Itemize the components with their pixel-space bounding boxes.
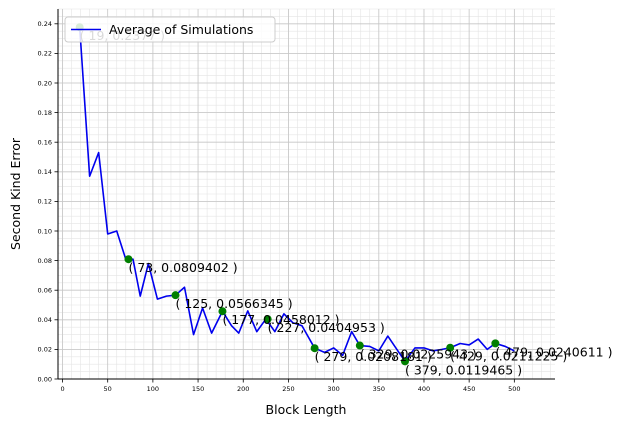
y-tick-label: 0.14 bbox=[38, 168, 52, 176]
point-annotation: ( 125, 0.0566345 ) bbox=[175, 296, 292, 311]
legend-label: Average of Simulations bbox=[109, 22, 253, 37]
y-axis-label: Second Kind Error bbox=[8, 137, 23, 250]
x-tick-label: 150 bbox=[192, 385, 204, 393]
data-point-marker bbox=[218, 307, 227, 316]
point-annotation: ( 479, 0.0240611 ) bbox=[495, 344, 612, 359]
y-tick-label: 0.16 bbox=[38, 139, 52, 147]
data-point-marker bbox=[171, 291, 180, 300]
series-group bbox=[78, 27, 515, 363]
y-tick-label: 0.12 bbox=[38, 198, 52, 206]
x-tick-label: 450 bbox=[463, 385, 475, 393]
data-point-marker bbox=[124, 255, 133, 264]
y-tick-label: 0.10 bbox=[38, 227, 52, 235]
series-line bbox=[78, 27, 515, 363]
y-tick-label: 0.22 bbox=[38, 50, 52, 58]
y-tick-label: 0.02 bbox=[38, 346, 52, 354]
legend: Average of Simulations bbox=[64, 16, 276, 43]
y-tick-label: 0.24 bbox=[38, 20, 52, 28]
y-tick-label: 0.04 bbox=[38, 316, 52, 324]
x-tick-label: 350 bbox=[373, 385, 385, 393]
x-tick-label: 0 bbox=[60, 385, 64, 393]
y-tick-label: 0.08 bbox=[38, 257, 52, 265]
x-tick-label: 100 bbox=[147, 385, 159, 393]
point-annotation: ( 429, 0.0211225 ) bbox=[450, 349, 567, 364]
data-point-marker bbox=[263, 315, 272, 324]
x-axis-ticks: 0 50 100 150 200 250 300 350 400 450 500 bbox=[60, 379, 521, 393]
x-tick-label: 300 bbox=[327, 385, 339, 393]
x-tick-label: 400 bbox=[418, 385, 430, 393]
x-tick-label: 500 bbox=[508, 385, 520, 393]
y-tick-label: 0.20 bbox=[38, 79, 52, 87]
point-annotation: ( 329, 0.0225943 ) bbox=[360, 347, 477, 362]
x-tick-label: 50 bbox=[104, 385, 112, 393]
point-annotation: ( 279, 0.0208181 ) bbox=[315, 349, 432, 364]
x-tick-label: 200 bbox=[237, 385, 249, 393]
legend-box bbox=[64, 16, 276, 43]
y-tick-label: 0.18 bbox=[38, 109, 52, 117]
data-point-marker bbox=[446, 343, 455, 352]
x-axis-label: Block Length bbox=[266, 402, 347, 417]
y-axis-ticks: 0.00 0.02 0.04 0.06 0.08 0.10 0.12 0.14 0.16 0.18… bbox=[38, 20, 58, 383]
x-tick-label: 250 bbox=[282, 385, 294, 393]
point-annotation: ( 177, 0.0458012 ) bbox=[222, 312, 339, 327]
point-annotation: ( 379, 0.0119465 ) bbox=[405, 362, 522, 377]
y-tick-label: 0.00 bbox=[38, 375, 52, 383]
point-annotation: ( 73, 0.0809402 ) bbox=[128, 260, 237, 275]
marker-group bbox=[75, 23, 500, 366]
point-annotation: ( 227, 0.0404953 ) bbox=[268, 320, 385, 335]
data-point-marker bbox=[310, 344, 319, 353]
data-point-marker bbox=[491, 339, 500, 348]
data-point-marker bbox=[400, 357, 409, 366]
data-point-marker bbox=[355, 341, 364, 350]
y-tick-label: 0.06 bbox=[38, 287, 52, 295]
axes bbox=[57, 9, 555, 380]
